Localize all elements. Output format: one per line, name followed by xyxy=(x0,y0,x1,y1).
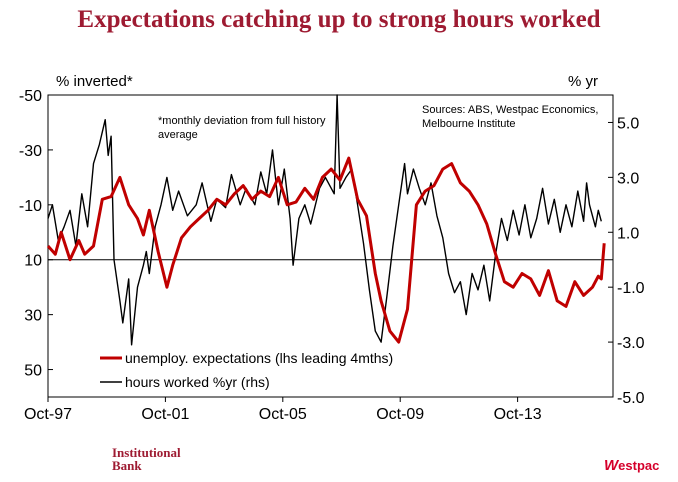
hours-worked-line xyxy=(47,94,602,346)
lhs-tick-label: -10 xyxy=(19,198,42,215)
source-line-1: Sources: ABS, Westpac Economics, xyxy=(422,104,598,116)
rhs-tick-label: 5.0 xyxy=(617,115,639,132)
footnote: *monthly deviation from full history ave… xyxy=(158,115,329,141)
chart-title: Expectations catching up to strong hours… xyxy=(77,6,601,33)
legend-label-unemploy: unemploy. expectations (lhs leading 4mth… xyxy=(125,350,393,366)
rhs-tick-label: 1.0 xyxy=(617,225,639,242)
footnote-line-1: *monthly deviation from full history xyxy=(158,115,326,127)
westpac-w-mark: W xyxy=(604,457,619,474)
westpac-wordmark: estpac xyxy=(618,458,660,473)
rhs-tick-label: -5.0 xyxy=(617,390,645,407)
westpac-logo: Westpac xyxy=(604,457,659,474)
axis-ticks: -50 -30 -10 10 30 50 5.0 3.0 1.0 -1.0 -3.0 -5.0 Oct-… xyxy=(19,88,645,423)
brand-line-1: Institutional xyxy=(112,445,181,460)
rhs-tick-label: -1.0 xyxy=(617,280,645,297)
lhs-tick-label: 10 xyxy=(24,253,42,270)
lhs-axis-label: % inverted* xyxy=(56,73,133,90)
x-tick-label: Oct-09 xyxy=(376,406,424,423)
footnote-line-2: average xyxy=(158,129,198,141)
lhs-tick-label: 50 xyxy=(24,363,42,380)
brand-line-2: Bank xyxy=(112,458,142,473)
lhs-tick-label: 30 xyxy=(24,308,42,325)
legend-label-hours: hours worked %yr (rhs) xyxy=(125,374,270,390)
institutional-bank-logo: Institutional Bank xyxy=(112,446,181,472)
lhs-tick-label: -30 xyxy=(19,143,42,160)
x-tick-label: Oct-01 xyxy=(141,406,189,423)
legend: unemploy. expectations (lhs leading 4mth… xyxy=(100,350,393,390)
lhs-tick-label: -50 xyxy=(19,88,42,105)
unemploy-expectations-line xyxy=(46,156,606,344)
rhs-tick-label: -3.0 xyxy=(617,335,645,352)
x-tick-label: Oct-97 xyxy=(24,406,72,423)
source-line-2: Melbourne Institute xyxy=(422,118,516,130)
source-note: Sources: ABS, Westpac Economics, Melbour… xyxy=(422,104,602,130)
x-tick-label: Oct-05 xyxy=(259,406,307,423)
x-tick-label: Oct-13 xyxy=(494,406,542,423)
rhs-tick-label: 3.0 xyxy=(617,170,639,187)
rhs-axis-label: % yr xyxy=(568,73,598,90)
series-lines xyxy=(46,94,606,346)
